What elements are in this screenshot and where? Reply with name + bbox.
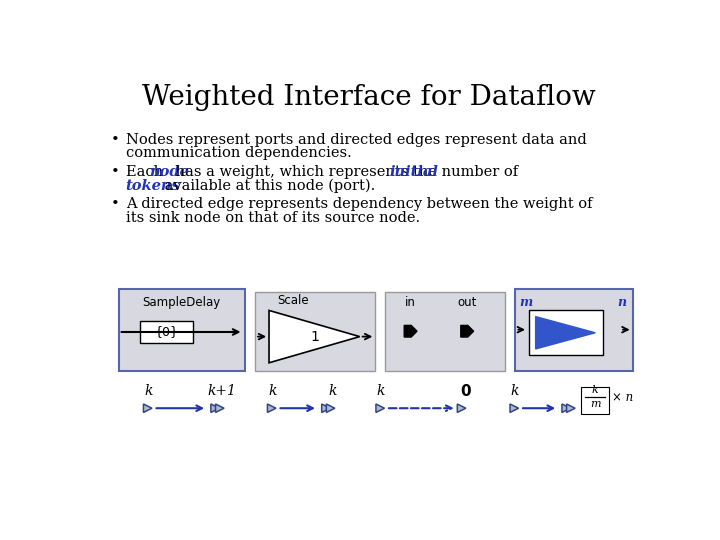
Bar (529, 310, 603, 355)
Text: k+1: k+1 (207, 384, 236, 399)
Text: node: node (149, 165, 189, 179)
Text: initial: initial (389, 165, 438, 179)
Text: 1: 1 (311, 329, 320, 343)
Polygon shape (322, 404, 330, 413)
Text: 0: 0 (461, 384, 471, 399)
Polygon shape (461, 326, 474, 337)
Polygon shape (376, 404, 384, 413)
Text: m: m (590, 400, 600, 409)
Polygon shape (211, 404, 220, 413)
Text: •: • (110, 132, 120, 146)
Text: has a weight, which represents the number of: has a weight, which represents the numbe… (171, 165, 522, 179)
Text: Scale: Scale (276, 294, 308, 307)
Text: SampleDelay: SampleDelay (143, 296, 221, 309)
Polygon shape (326, 404, 335, 413)
Polygon shape (510, 404, 518, 413)
Text: k: k (144, 384, 153, 399)
Text: n: n (617, 296, 626, 309)
Text: k: k (377, 384, 384, 399)
Text: Each: Each (126, 165, 167, 179)
Text: k: k (592, 384, 598, 395)
Bar (516, 289, 632, 372)
Text: Nodes represent ports and directed edges represent data and: Nodes represent ports and directed edges… (126, 132, 586, 146)
Polygon shape (562, 404, 570, 413)
Polygon shape (267, 404, 276, 413)
Text: its sink node on that of its source node.: its sink node on that of its source node… (126, 211, 420, 225)
Text: available at this node (port).: available at this node (port). (160, 179, 375, 193)
Text: •: • (110, 197, 120, 211)
Text: {0}: {0} (155, 326, 179, 339)
Bar (385, 292, 505, 372)
Text: in: in (405, 296, 415, 309)
Bar (140, 321, 193, 343)
Bar (119, 289, 245, 372)
Text: Weighted Interface for Dataflow: Weighted Interface for Dataflow (142, 84, 596, 111)
Text: k: k (268, 384, 276, 399)
Bar (255, 292, 375, 372)
Text: k: k (510, 384, 519, 399)
Text: out: out (457, 296, 477, 309)
Polygon shape (215, 404, 224, 413)
Text: k: k (328, 384, 337, 399)
Polygon shape (457, 404, 466, 413)
Text: tokens: tokens (126, 179, 181, 193)
Text: communication dependencies.: communication dependencies. (126, 146, 351, 160)
Text: •: • (110, 165, 120, 179)
Polygon shape (404, 326, 417, 337)
Text: × n: × n (612, 391, 634, 404)
Polygon shape (143, 404, 152, 413)
Polygon shape (269, 310, 360, 363)
Text: m: m (520, 296, 533, 309)
Polygon shape (567, 404, 575, 413)
Polygon shape (536, 316, 595, 349)
Text: A directed edge represents dependency between the weight of: A directed edge represents dependency be… (126, 197, 592, 211)
Bar (581, 387, 609, 414)
